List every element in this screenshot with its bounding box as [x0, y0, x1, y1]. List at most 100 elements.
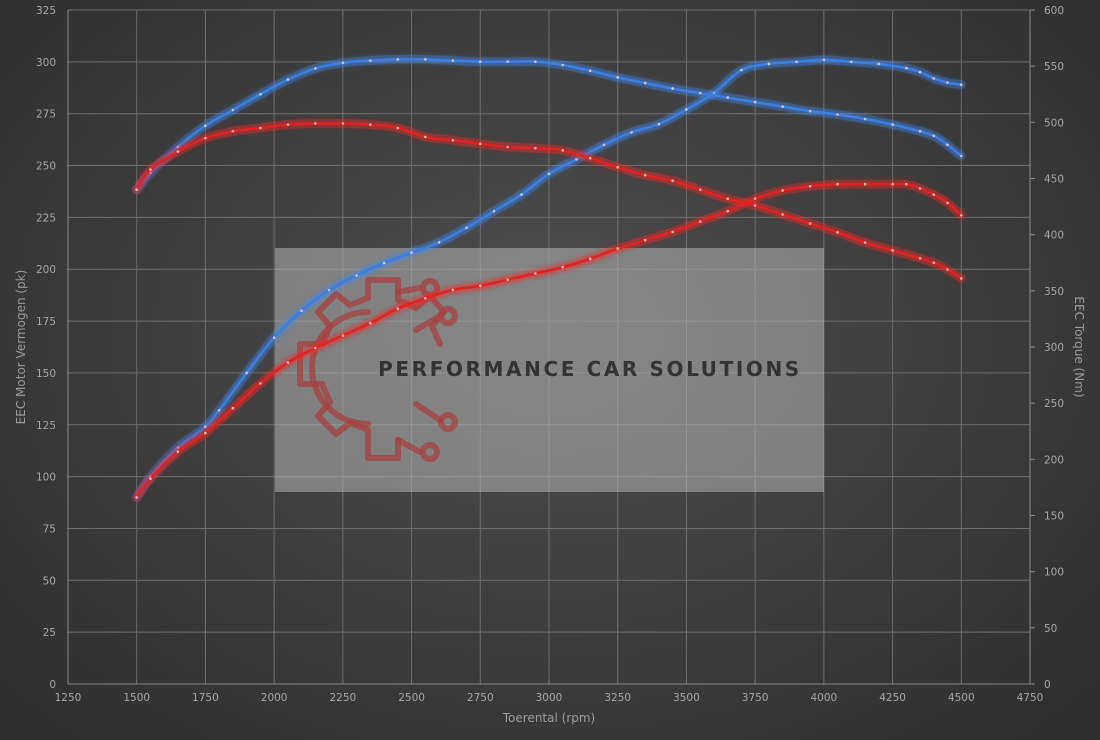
series-4-point [259, 126, 262, 130]
series-4-point [808, 222, 812, 225]
series-3-point [588, 257, 592, 261]
series-4-point [149, 168, 152, 171]
series-1-point [740, 68, 743, 72]
series-2-point [534, 60, 537, 63]
series-2-point [396, 58, 400, 61]
series-4-point [369, 123, 372, 126]
y-right-tick-label: 150 [1044, 511, 1064, 523]
series-2-point [726, 96, 729, 99]
series-3-point [905, 182, 908, 186]
y-right-tick-label: 50 [1044, 623, 1057, 635]
y-left-tick-label: 75 [43, 523, 56, 535]
series-1-point [918, 70, 922, 74]
series-2-point [808, 109, 812, 113]
series-4-point [643, 173, 647, 177]
y-right-tick-label: 550 [1044, 61, 1064, 73]
series-4-point [753, 204, 757, 207]
series-4-point [946, 268, 949, 271]
series-1-point [272, 336, 276, 340]
series-3-point [891, 182, 894, 186]
y-left-tick-label: 25 [43, 627, 56, 639]
series-4-point [286, 123, 290, 126]
series-2-point [424, 58, 427, 61]
y-left-tick-label: 0 [49, 679, 56, 691]
y-right-tick-label: 500 [1044, 117, 1064, 129]
series-4-point [176, 150, 180, 153]
y-left-tick-label: 225 [36, 212, 56, 224]
series-3-point [534, 272, 537, 275]
series-4-point [960, 277, 963, 280]
series-1-point [437, 241, 441, 244]
series-4-point [204, 136, 207, 140]
series-2-point [671, 87, 674, 90]
series-3-point [204, 431, 207, 435]
y-right-tick-label: 250 [1044, 398, 1064, 410]
y-left-tick-label: 150 [36, 368, 56, 380]
grid [67, 9, 1031, 685]
series-3-point [396, 307, 400, 310]
series-3-point [451, 288, 455, 292]
series-2 [132, 54, 966, 195]
series-4-point [671, 179, 674, 182]
x-tick-label: 4250 [879, 692, 906, 704]
series-2-point [286, 78, 290, 81]
series-2-point [204, 124, 207, 127]
series-1-point [712, 91, 716, 95]
series-2-point [314, 67, 317, 70]
series-3-point [149, 477, 152, 481]
x-tick-label: 4000 [810, 692, 837, 704]
series-1 [132, 55, 966, 502]
series-3-point [960, 214, 963, 217]
series-4-point [534, 146, 537, 150]
x-tick-label: 1250 [55, 692, 82, 704]
x-tick-label: 2250 [329, 692, 356, 704]
y-right-tick-label: 200 [1044, 454, 1064, 466]
x-tick-label: 3750 [742, 692, 769, 704]
series-3-point [932, 193, 936, 196]
y-axis-right-title: EEC Torque (Nm) [1072, 296, 1086, 397]
series-4-point [135, 188, 138, 191]
series-1-point [850, 60, 853, 64]
series-4-point [341, 122, 345, 125]
x-axis-title: Toerental (rpm) [502, 711, 595, 725]
series-1-point [176, 446, 180, 449]
series-2-point [561, 63, 564, 67]
series-1-point [932, 77, 936, 80]
series-2-point [946, 143, 949, 147]
series-3-point [286, 361, 290, 364]
series-3-point [808, 185, 812, 188]
series-4-point [863, 241, 867, 244]
series-3-point [643, 238, 647, 242]
series-2-point [369, 59, 372, 62]
series-1-point [465, 226, 468, 230]
series-3-point [726, 209, 729, 213]
y-left-tick-label: 250 [36, 161, 56, 173]
y-axis-left-title: EEC Motor Vermogen (pk) [14, 270, 28, 425]
series-1-point [822, 58, 826, 62]
x-tick-label: 2000 [261, 692, 288, 704]
axes [67, 9, 1035, 685]
series-4-point [698, 188, 702, 191]
x-tick-label: 2500 [398, 692, 425, 704]
series-1-point [520, 193, 523, 196]
series-2-point [259, 93, 262, 96]
y-right-tick-label: 100 [1044, 567, 1064, 579]
series-1-point [630, 131, 633, 134]
series-4-point [588, 157, 592, 160]
x-tick-label: 3250 [604, 692, 631, 704]
series-3-point [561, 265, 564, 269]
series-2-point [616, 76, 619, 79]
x-tick-label: 1750 [192, 692, 219, 704]
series-4-point [424, 135, 427, 139]
series-1-point [355, 274, 358, 277]
x-tick-label: 3500 [673, 692, 700, 704]
series-1-point [960, 83, 963, 86]
series-4-point [781, 213, 784, 216]
series-3-point [698, 220, 702, 223]
series [132, 54, 966, 502]
y-left-tick-label: 100 [36, 472, 56, 484]
series-1-point [492, 209, 496, 213]
x-tick-label: 1500 [123, 692, 150, 704]
series-3-point [753, 197, 757, 200]
